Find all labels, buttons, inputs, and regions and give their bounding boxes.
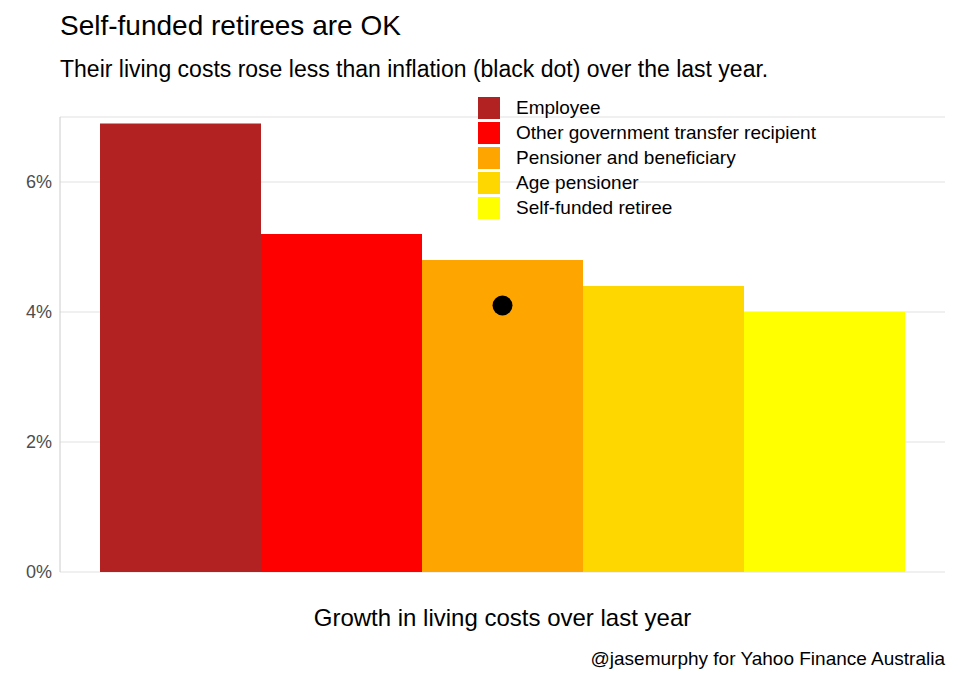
html-text:Self-funded retiree: Self-funded retiree [516,196,673,218]
html-text:Age pensioner: Age pensioner [516,171,639,193]
html-text:Their living costs rose less t: Their living costs rose less than inflat… [60,56,769,82]
html-text:Pensioner and beneficiary: Pensioner and beneficiary [516,146,736,168]
svg-text:6%: 6% [26,172,52,192]
html-text:Employee: Employee [516,96,601,118]
html-text:@jasemurphy for Yahoo Finance: @jasemurphy for Yahoo Finance Australia [590,648,945,669]
html-text:Growth in living costs over la: Growth in living costs over last year [313,604,692,631]
html-text:Self-funded retirees are OK: Self-funded retirees are OK [60,10,401,41]
svg-text:2%: 2% [26,432,52,452]
svg-text:0%: 0% [26,562,52,582]
svg-text:4%: 4% [26,302,52,322]
html-text:Other government transfer reci: Other government transfer recipient [516,121,816,143]
